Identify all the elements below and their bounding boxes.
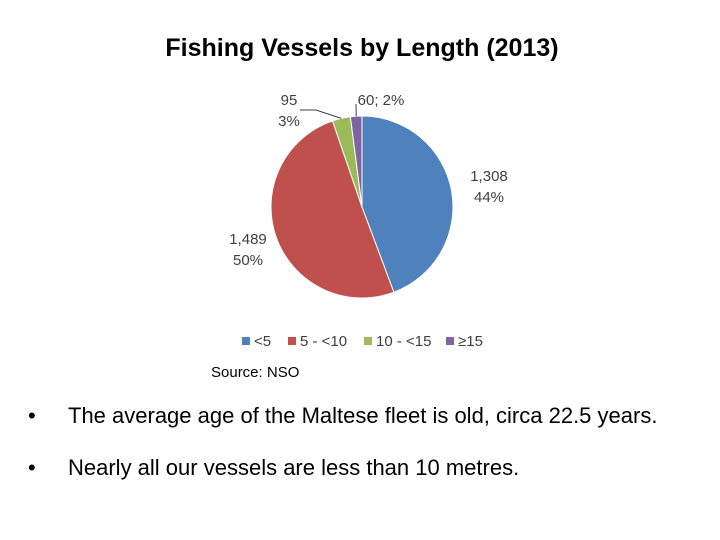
bullet-text: Nearly all our vessels are less than 10 … <box>68 455 520 480</box>
legend-label-lt5: <5 <box>254 333 271 350</box>
leader-lines <box>300 103 357 119</box>
data-labels: 1,308 44% 1,489 50% 95 3% 60; 2% <box>229 92 508 269</box>
leader-line-10-lt15 <box>300 109 342 119</box>
pie-slice-5-lt10 <box>270 120 395 299</box>
data-label-10-lt15: 3% <box>278 113 300 130</box>
data-label-lt5: 1,308 <box>470 168 508 185</box>
bullet-item: • Nearly all our vessels are less than 1… <box>28 454 708 482</box>
data-label-lt5: 44% <box>474 189 504 206</box>
legend-swatch-5-lt10 <box>288 337 296 345</box>
pie-chart: Fishing Vessels by Length (2013) 1,308 44… <box>165 34 558 350</box>
data-label-5-lt10: 1,489 <box>229 231 267 248</box>
data-label-10-lt15: 95 <box>281 92 298 109</box>
legend-swatch-ge15 <box>446 337 454 345</box>
legend-swatch-10-lt15 <box>364 337 372 345</box>
legend-label-10-lt15: 10 - <15 <box>376 333 431 350</box>
bullet-list: • The average age of the Maltese fleet i… <box>28 402 708 506</box>
pie-slices <box>270 115 454 299</box>
data-label-5-lt10: 50% <box>233 252 263 269</box>
source-note: Source: NSO <box>211 364 300 381</box>
bullet-text: The average age of the Maltese fleet is … <box>68 403 658 428</box>
bullet-marker: • <box>28 455 36 480</box>
chart-title: Fishing Vessels by Length (2013) <box>165 34 558 62</box>
data-label-ge15: 60; 2% <box>358 92 405 109</box>
legend-swatch-lt5 <box>242 337 250 345</box>
legend-label-5-lt10: 5 - <10 <box>300 333 347 350</box>
pie-slice-lt5 <box>361 115 454 293</box>
bullet-item: • The average age of the Maltese fleet i… <box>28 402 708 430</box>
legend: <5 5 - <10 10 - <15 ≥15 <box>242 333 483 350</box>
bullet-marker: • <box>28 403 36 428</box>
legend-label-ge15: ≥15 <box>458 333 483 350</box>
